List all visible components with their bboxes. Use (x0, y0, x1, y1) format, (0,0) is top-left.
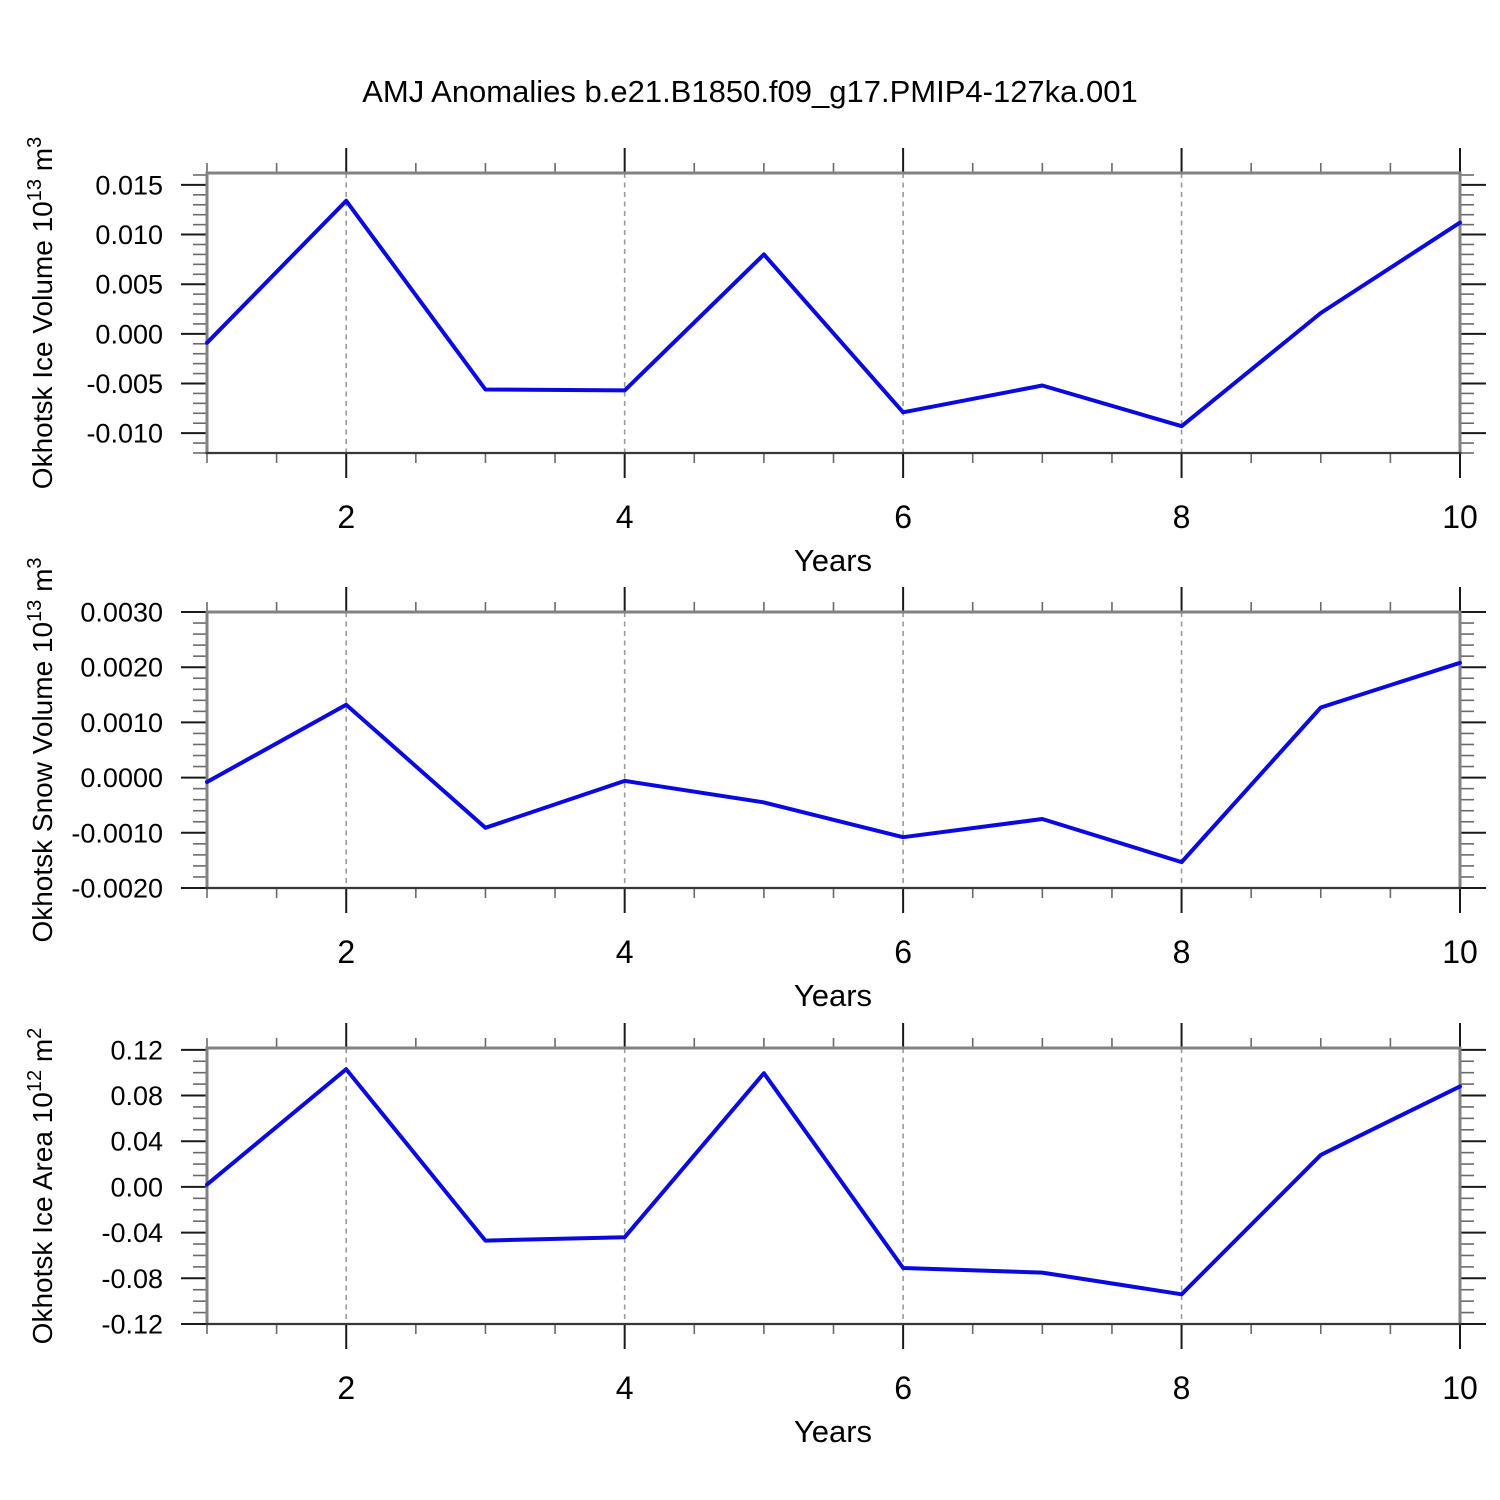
x-tick-label: 6 (894, 934, 912, 970)
y-tick-label: 0.08 (110, 1081, 163, 1111)
x-tick-label: 2 (337, 1370, 355, 1406)
y-axis-title-exponent: 13 (24, 600, 46, 622)
x-tick-label: 4 (616, 499, 634, 535)
y-tick-labels: 0.0030 0.0020 0.0010 0.0000 -0.0010 -0.0020 (71, 598, 163, 904)
x-tick-label: 6 (894, 1370, 912, 1406)
y-axis-title-text: Okhotsk Snow Volume 10 (27, 622, 58, 943)
data-line-ice-area (205, 1067, 1462, 1297)
y-tick-labels: 0.015 0.010 0.005 0.000 -0.005 -0.010 (86, 170, 163, 448)
chart-snow-volume: 2 4 6 8 10 0.0030 0.0020 0.0010 0.0000 -0.0010 -0.… (71, 587, 1486, 970)
x-tick-label: 4 (616, 1370, 634, 1406)
chart-ice-area: 2 4 6 8 10 0.12 0.08 0.04 0.00 -0.04 -0.08 -0.12 (101, 1023, 1486, 1406)
plot-box (205, 1046, 1462, 1324)
y-axis-title-unit-exponent: 3 (24, 137, 46, 148)
y-tick-label: 0.010 (95, 220, 163, 250)
y-axis-title-ice-area: Okhotsk Ice Area 1012 m2 (24, 1028, 58, 1345)
y-tick-label: 0.12 (110, 1035, 163, 1065)
y-tick-label: 0.04 (110, 1127, 163, 1157)
x-tick-labels: 2 4 6 8 10 (337, 934, 1477, 970)
y-axis-title-unit-exponent: 2 (24, 1028, 46, 1039)
y-tick-label: 0.015 (95, 170, 163, 200)
figure-title: AMJ Anomalies b.e21.B1850.f09_g17.PMIP4-… (362, 74, 1138, 109)
y-axis-title-ice-volume: Okhotsk Ice Volume 1013 m3 (24, 137, 58, 489)
y-tick-label: -0.005 (86, 369, 163, 399)
y-axis-title-exponent: 12 (24, 1070, 46, 1092)
y-tick-label: -0.08 (101, 1264, 163, 1294)
grid-lines (345, 612, 1183, 888)
x-ticks (206, 1023, 1461, 1349)
y-axis-title-unit: m (27, 1039, 58, 1070)
x-tick-label: 10 (1442, 1370, 1478, 1406)
y-tick-label: 0.00 (110, 1172, 163, 1202)
y-axis-title-unit: m (27, 148, 58, 179)
x-tick-labels: 2 4 6 8 10 (337, 1370, 1477, 1406)
y-tick-label: -0.04 (101, 1218, 163, 1248)
x-tick-label: 2 (337, 934, 355, 970)
x-tick-label: 8 (1173, 1370, 1191, 1406)
x-ticks (206, 148, 1461, 478)
y-axis-title-text: Okhotsk Ice Area 10 (27, 1092, 58, 1344)
x-tick-label: 8 (1173, 934, 1191, 970)
grid-lines (345, 173, 1183, 453)
y-ticks (181, 1048, 1486, 1325)
grid-lines (345, 1048, 1183, 1324)
y-tick-label: 0.005 (95, 270, 163, 300)
x-tick-label: 2 (337, 499, 355, 535)
x-tick-label: 6 (894, 499, 912, 535)
y-axis-title-unit: m (27, 569, 58, 600)
chart-ice-volume: 2 4 6 8 10 0.015 0.010 0.005 0.000 -0.005 -0.010 (86, 148, 1486, 535)
y-tick-label: 0.000 (95, 319, 163, 349)
plot-box (205, 610, 1462, 888)
y-ticks (181, 174, 1486, 454)
x-tick-labels: 2 4 6 8 10 (337, 499, 1477, 535)
y-tick-label: -0.0010 (71, 818, 163, 848)
y-tick-label: 0.0000 (80, 763, 163, 793)
y-ticks (181, 611, 1486, 889)
y-axis-title-text: Okhotsk Ice Volume 10 (27, 201, 58, 489)
y-tick-labels: 0.12 0.08 0.04 0.00 -0.04 -0.08 -0.12 (101, 1035, 163, 1339)
data-line-ice-volume (205, 198, 1462, 429)
x-tick-label: 10 (1442, 499, 1478, 535)
plot-box (205, 171, 1462, 453)
x-axis-title-snow-volume: Years (794, 978, 872, 1013)
y-tick-label: 0.0020 (80, 653, 163, 683)
y-axis-title-unit-exponent: 3 (24, 557, 46, 568)
x-axis-title-ice-volume: Years (794, 543, 872, 578)
y-tick-label: -0.0020 (71, 874, 163, 904)
y-tick-label: 0.0030 (80, 598, 163, 628)
x-tick-label: 8 (1173, 499, 1191, 535)
x-axis-title-ice-area: Years (794, 1414, 872, 1449)
data-line-snow-volume (205, 660, 1462, 865)
y-tick-label: 0.0010 (80, 708, 163, 738)
y-tick-label: -0.010 (86, 419, 163, 449)
y-axis-title-snow-volume: Okhotsk Snow Volume 1013 m3 (24, 557, 58, 942)
x-tick-label: 10 (1442, 934, 1478, 970)
x-ticks (206, 587, 1461, 913)
x-tick-label: 4 (616, 934, 634, 970)
y-axis-title-exponent: 13 (24, 179, 46, 201)
y-tick-label: -0.12 (101, 1310, 163, 1340)
